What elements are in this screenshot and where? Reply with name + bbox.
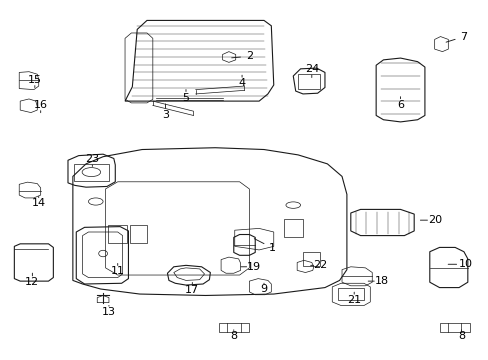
Text: 14: 14 <box>32 198 46 208</box>
Text: 9: 9 <box>260 284 267 294</box>
Text: 23: 23 <box>85 154 99 164</box>
Text: 1: 1 <box>269 243 276 253</box>
Text: 21: 21 <box>346 295 361 305</box>
Text: 15: 15 <box>28 75 42 85</box>
Text: 8: 8 <box>457 331 464 341</box>
Text: 20: 20 <box>427 215 442 225</box>
Text: 12: 12 <box>25 277 40 287</box>
Text: 6: 6 <box>396 100 403 110</box>
Text: 10: 10 <box>457 259 471 269</box>
Text: 17: 17 <box>185 285 199 296</box>
Text: 13: 13 <box>102 307 116 316</box>
Text: 22: 22 <box>312 260 326 270</box>
Text: 5: 5 <box>182 93 189 103</box>
Text: 18: 18 <box>374 276 388 286</box>
Text: 19: 19 <box>247 262 261 272</box>
Text: 24: 24 <box>304 64 318 74</box>
Text: 7: 7 <box>459 32 467 41</box>
Text: 11: 11 <box>110 266 124 276</box>
Text: 8: 8 <box>230 331 237 341</box>
Text: 3: 3 <box>162 111 169 121</box>
Text: 4: 4 <box>238 78 245 88</box>
Text: 16: 16 <box>34 100 48 110</box>
Text: 2: 2 <box>245 51 252 61</box>
